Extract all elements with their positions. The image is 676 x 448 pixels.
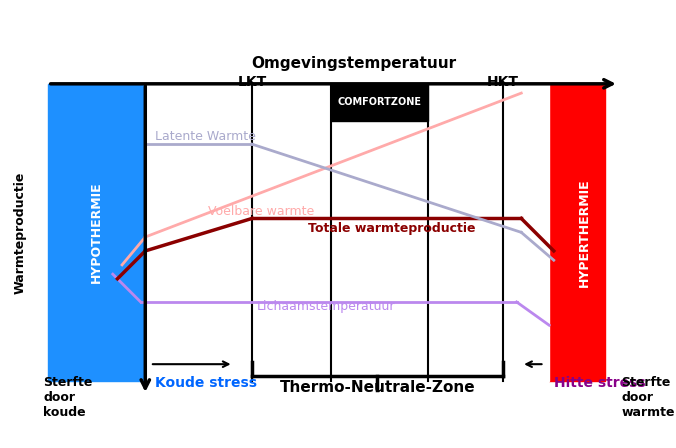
Bar <box>331 84 429 121</box>
Text: LKT: LKT <box>237 74 266 89</box>
Text: Sterfte
door
koude: Sterfte door koude <box>43 376 93 419</box>
Bar <box>145 84 549 381</box>
Text: Koude stress: Koude stress <box>155 376 257 390</box>
Text: Hitte stress: Hitte stress <box>554 376 646 390</box>
Text: Warmteproductie: Warmteproductie <box>14 171 26 293</box>
Text: COMFORTZONE: COMFORTZONE <box>338 97 422 108</box>
Text: HYPERTHERMIE: HYPERTHERMIE <box>577 178 590 287</box>
Bar <box>48 84 145 381</box>
Bar <box>549 84 605 381</box>
Text: Sterfte
door
warmte: Sterfte door warmte <box>621 376 675 419</box>
Text: HKT: HKT <box>487 74 518 89</box>
Text: Lichaamstemperatuur: Lichaamstemperatuur <box>257 300 395 313</box>
Text: Thermo-Neutrale-Zone: Thermo-Neutrale-Zone <box>280 380 475 395</box>
Text: Totale warmteproductie: Totale warmteproductie <box>308 222 475 235</box>
Text: Omgevingstemperatuur: Omgevingstemperatuur <box>251 56 457 71</box>
Text: Voelbare warmte: Voelbare warmte <box>208 206 314 219</box>
Text: HYPOTHERMIE: HYPOTHERMIE <box>90 181 103 283</box>
Text: Latente Warmte: Latente Warmte <box>155 130 256 143</box>
